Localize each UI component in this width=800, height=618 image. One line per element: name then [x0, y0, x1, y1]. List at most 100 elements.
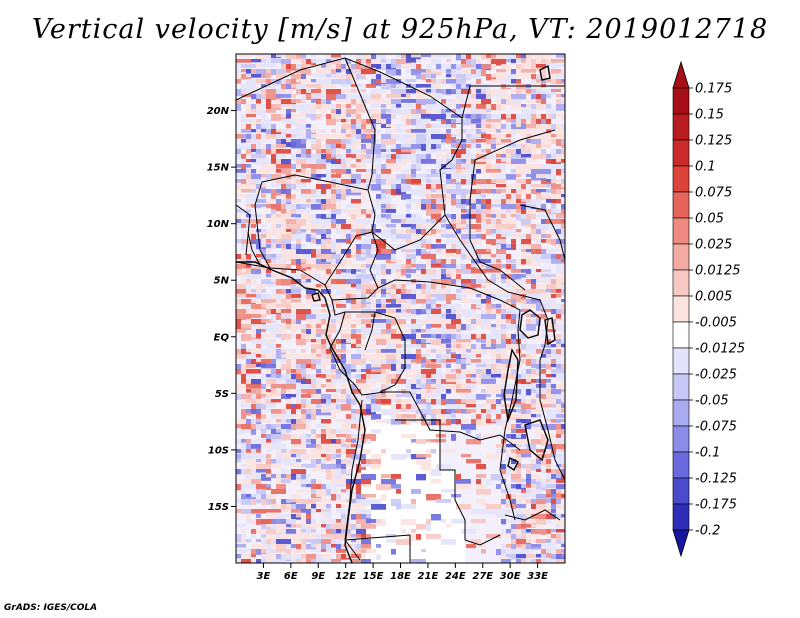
field-cell — [426, 324, 431, 329]
field-cell — [266, 229, 271, 234]
field-cell — [381, 364, 391, 369]
field-cell — [556, 114, 565, 118]
field-cell — [306, 499, 321, 503]
field-cell — [271, 124, 276, 130]
field-cell — [426, 374, 431, 378]
field-cell — [546, 129, 551, 134]
field-cell — [491, 144, 496, 151]
field-cell — [526, 554, 536, 559]
field-cell — [346, 319, 356, 323]
field-cell — [396, 84, 401, 90]
field-cell — [391, 144, 396, 150]
field-cell — [436, 374, 446, 379]
field-cell — [556, 424, 561, 430]
field-cell — [276, 524, 291, 530]
field-cell — [401, 99, 416, 103]
field-cell — [456, 249, 461, 256]
field-cell — [266, 84, 271, 88]
field-cell — [276, 134, 291, 141]
field-cell — [266, 529, 281, 535]
field-cell — [351, 284, 356, 288]
field-cell — [461, 244, 476, 251]
field-cell — [461, 454, 471, 458]
field-cell — [301, 214, 316, 221]
field-cell — [376, 554, 381, 560]
field-cell — [236, 199, 241, 203]
field-cell — [536, 539, 546, 544]
lake-outline — [519, 309, 541, 339]
field-cell — [281, 229, 291, 236]
field-cell — [556, 364, 565, 369]
field-cell — [521, 249, 526, 253]
field-cell — [486, 119, 501, 123]
field-cell — [561, 544, 565, 548]
field-cell — [386, 384, 391, 389]
field-cell — [541, 544, 556, 551]
field-cell — [266, 264, 271, 271]
field-cell — [406, 134, 411, 141]
field-cell — [326, 349, 331, 356]
field-cell — [436, 144, 441, 149]
field-cell — [311, 304, 326, 308]
field-cell — [326, 549, 336, 553]
field-cell — [486, 349, 491, 354]
field-cell — [366, 179, 381, 184]
field-cell — [411, 214, 421, 220]
field-cell — [326, 224, 331, 231]
field-cell — [376, 99, 386, 103]
field-cell — [431, 414, 436, 420]
field-cell — [481, 359, 486, 365]
field-cell — [276, 254, 281, 259]
field-cell — [356, 499, 371, 506]
chart-title: Vertical velocity [m/s] at 925hPa, VT: 2… — [31, 14, 769, 45]
field-cell — [531, 439, 541, 445]
field-cell — [411, 489, 421, 495]
field-cell — [371, 334, 381, 341]
field-cell — [506, 409, 521, 413]
field-cell — [561, 199, 565, 206]
field-cell — [386, 129, 391, 135]
field-cell — [526, 519, 531, 525]
field-cell — [291, 434, 306, 441]
field-cell — [336, 344, 341, 349]
field-cell — [286, 219, 296, 225]
field-cell — [536, 519, 546, 525]
field-cell — [431, 219, 436, 224]
field-cell — [476, 59, 481, 65]
field-cell — [426, 154, 431, 160]
field-cell — [431, 384, 436, 388]
field-cell — [466, 164, 476, 171]
field-cell — [426, 209, 441, 216]
field-cell — [516, 449, 521, 456]
field-cell — [561, 519, 565, 525]
field-cell — [311, 79, 316, 83]
field-cell — [291, 194, 296, 200]
field-cell — [486, 169, 501, 173]
field-cell — [396, 394, 411, 398]
field-cell — [491, 149, 506, 156]
field-cell — [361, 144, 366, 150]
field-cell — [346, 279, 361, 286]
field-cell — [286, 274, 301, 279]
field-cell — [296, 219, 306, 226]
field-cell — [276, 514, 281, 521]
field-cell — [491, 164, 496, 169]
field-cell — [336, 349, 346, 353]
field-cell — [261, 184, 266, 188]
field-cell — [416, 454, 431, 458]
field-cell — [556, 229, 565, 235]
field-cell — [526, 304, 536, 309]
field-cell — [306, 364, 311, 369]
field-cell — [501, 264, 506, 268]
field-cell — [426, 64, 431, 71]
field-cell — [251, 299, 266, 303]
field-cell — [291, 349, 296, 354]
field-cell — [321, 319, 326, 325]
field-cell — [536, 384, 551, 388]
field-cell — [436, 389, 451, 394]
field-cell — [311, 364, 316, 370]
field-cell — [301, 399, 306, 406]
field-cell — [346, 144, 351, 150]
field-cell — [301, 324, 306, 329]
field-cell — [236, 459, 241, 463]
